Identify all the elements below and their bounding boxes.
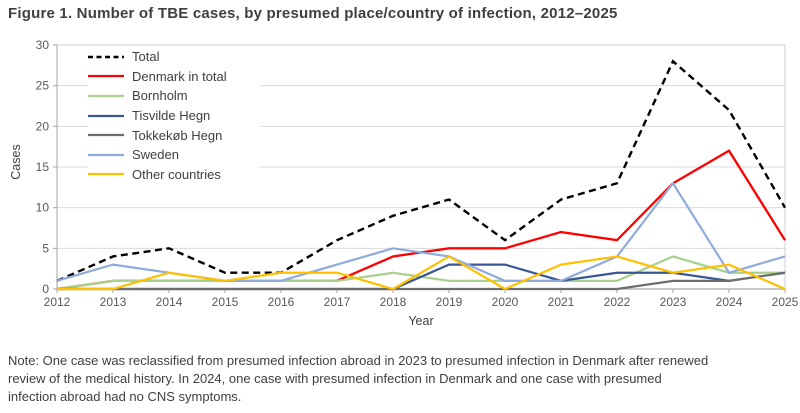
legend-swatch-line <box>88 114 124 117</box>
x-tick-label: 2023 <box>660 295 687 309</box>
x-tick-label: 2024 <box>716 295 743 309</box>
series-line-other-countries <box>57 255 786 291</box>
figure-title: Figure 1. Number of TBE cases, by presum… <box>8 5 618 22</box>
legend-swatch-line <box>88 75 124 78</box>
series-line-tokkek-b-hegn <box>57 271 786 291</box>
y-tick-label: 30 <box>36 38 50 52</box>
legend-item: Denmark in total <box>88 67 260 87</box>
x-tick-label: 2025 <box>772 295 799 309</box>
x-tick-label: 2020 <box>492 295 519 309</box>
legend-label: Sweden <box>132 147 179 163</box>
x-tick-label: 2013 <box>100 295 127 309</box>
series-line-sweden <box>56 181 786 282</box>
legend-swatch-line <box>88 94 124 98</box>
note-line: review of the medical history. In 2024, … <box>8 370 662 386</box>
legend-label: Denmark in total <box>132 68 227 84</box>
series-line-total <box>56 59 787 282</box>
legend-item: Total <box>88 47 260 67</box>
chart: 0 5 10 15 20 25 30 2012 2013 2014 2015 2016 2017 2018… <box>9 38 799 328</box>
figure-note: Note: One case was reclassified from pre… <box>8 352 796 405</box>
x-tick-label: 2022 <box>604 295 631 309</box>
x-tick-label: 2017 <box>324 295 351 309</box>
x-tick-label: 2019 <box>436 295 463 309</box>
y-tick-label: 20 <box>36 119 50 133</box>
legend-swatch-line <box>88 173 124 176</box>
x-tick-label: 2014 <box>156 295 183 309</box>
y-tick-label: 5 <box>42 241 49 255</box>
note-line: infection abroad had no CNS symptoms. <box>8 388 242 404</box>
legend-swatch-line <box>88 153 124 156</box>
series-line-tisvilde-hegn <box>57 263 786 291</box>
x-tick-label: 2012 <box>44 295 71 309</box>
legend-swatch-line <box>88 55 124 58</box>
x-tick-label: 2021 <box>548 295 575 309</box>
y-tick-label: 0 <box>42 282 49 296</box>
y-tick-label: 10 <box>36 201 50 215</box>
x-tick-label: 2015 <box>212 295 239 309</box>
legend-label: Bornholm <box>132 88 188 104</box>
note-line: Note: One case was reclassified from pre… <box>8 353 709 368</box>
x-tick-label: 2016 <box>268 295 295 309</box>
y-tick-label: 15 <box>36 160 50 174</box>
legend: Total Denmark in total Bornholm Tisvilde He… <box>88 47 260 185</box>
legend-item: Bornholm <box>88 86 260 106</box>
legend-label: Tokkekøb Hegn <box>132 127 223 143</box>
legend-label: Tisvilde Hegn <box>132 108 211 124</box>
x-axis-title: Year <box>408 314 434 328</box>
legend-item: Tisvilde Hegn <box>88 106 260 126</box>
x-tick-label: 2018 <box>380 295 407 309</box>
y-axis-title: Cases <box>9 144 23 180</box>
legend-item: Other countries <box>88 165 260 185</box>
legend-swatch-line <box>88 134 124 137</box>
legend-label: Total <box>132 49 160 65</box>
y-tick-label: 25 <box>36 79 50 93</box>
legend-item: Tokkekøb Hegn <box>88 125 260 145</box>
legend-item: Sweden <box>88 145 260 165</box>
legend-label: Other countries <box>132 166 221 182</box>
